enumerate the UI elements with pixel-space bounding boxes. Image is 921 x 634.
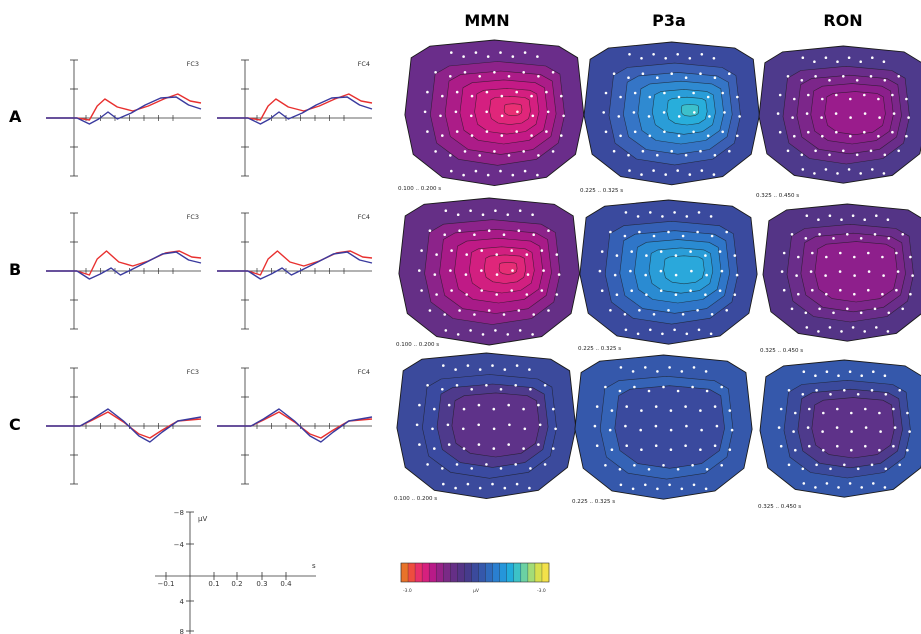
- erp-trace-red: [217, 93, 373, 121]
- colorbar-swatch: [485, 563, 493, 582]
- header-mmn: MMN: [464, 11, 509, 30]
- window-a-p3a: 0.225 .. 0.325 s: [580, 188, 623, 194]
- colorbar-min-label: -3.0: [403, 588, 412, 594]
- window-a-mmn: 0.100 .. 0.200 s: [398, 186, 441, 192]
- colorbar-max-label: -3.0: [537, 588, 546, 594]
- topo-map: [574, 354, 753, 500]
- topo-map: [762, 203, 921, 342]
- erp-trace-blue: [217, 251, 373, 280]
- topo-map: [758, 45, 921, 184]
- topo-map: [404, 39, 585, 187]
- scale-y-tick-8: 8: [180, 628, 184, 634]
- erp-trace-blue: [46, 251, 202, 280]
- topo-maps: [396, 39, 921, 500]
- electrode-label: FC4: [358, 368, 370, 376]
- time-window-labels: 0.100 .. 0.200 s 0.225 .. 0.325 s 0.325 …: [394, 186, 803, 510]
- header-p3a: P3a: [652, 11, 686, 30]
- electrode-label: FC4: [358, 60, 370, 68]
- erp-trace-blue: [46, 408, 202, 443]
- colorbar-swatch: [541, 563, 550, 582]
- row-label-b: B: [9, 260, 21, 279]
- colorbar-swatch: [457, 563, 465, 582]
- erp-panel: FC4: [217, 367, 373, 485]
- erp-panels: FC3 FC4 FC3 FC4 FC3 FC4: [46, 59, 373, 485]
- scale-x-tick-01: 0.1: [208, 580, 219, 588]
- colorbar-swatch: [506, 563, 515, 582]
- electrode-label: FC4: [358, 213, 370, 221]
- erp-trace-red: [46, 411, 202, 439]
- row-labels: A B C: [9, 107, 22, 434]
- header-ron: RON: [823, 11, 862, 30]
- colorbar-swatch: [471, 563, 479, 582]
- colorbar-swatch: [429, 563, 437, 582]
- colorbar: -3.0 µV -3.0: [400, 562, 550, 594]
- scale-y-tick-neg4: −4: [174, 541, 185, 549]
- scale-x-tick-04: 0.4: [280, 580, 292, 588]
- erp-panel: FC3: [46, 212, 202, 330]
- colorbar-unit-label: µV: [473, 588, 480, 594]
- electrode-label: FC3: [187, 368, 199, 376]
- colorbar-swatch: [401, 563, 409, 582]
- window-b-mmn: 0.100 .. 0.200 s: [396, 342, 439, 348]
- erp-trace-blue: [217, 408, 373, 443]
- topo-map: [759, 359, 921, 498]
- erp-trace-red: [46, 93, 202, 121]
- colorbar-swatches: [400, 563, 550, 582]
- window-b-p3a: 0.225 .. 0.325 s: [578, 346, 621, 352]
- scale-x-tick-03: 0.3: [256, 580, 267, 588]
- colorbar-swatch: [436, 563, 444, 582]
- scale-y-tick-neg8: −8: [174, 509, 184, 517]
- erp-panel: FC4: [217, 59, 373, 177]
- erp-trace-red: [217, 411, 373, 439]
- erp-trace-red: [217, 250, 373, 276]
- erp-trace-red: [46, 250, 202, 276]
- erp-panel: FC3: [46, 367, 202, 485]
- window-c-mmn: 0.100 .. 0.200 s: [394, 496, 437, 502]
- colorbar-swatch: [527, 563, 536, 582]
- column-headers: MMN P3a RON: [464, 11, 862, 30]
- erp-panel: FC4: [217, 212, 373, 330]
- electrode-label: FC3: [187, 213, 199, 221]
- colorbar-swatch: [534, 563, 543, 582]
- erp-panel: FC3: [46, 59, 202, 177]
- colorbar-swatch: [478, 563, 486, 582]
- colorbar-swatch: [520, 563, 529, 582]
- colorbar-swatch: [464, 563, 472, 582]
- colorbar-swatch: [492, 563, 500, 582]
- scale-legend: −8 −4 4 8 µV s −0.1 0.1 0.2 0.3 0.4: [155, 509, 316, 634]
- colorbar-swatch: [408, 563, 416, 582]
- colorbar-swatch: [450, 563, 458, 582]
- topo-map: [579, 199, 758, 345]
- window-a-ron: 0.325 .. 0.450 s: [756, 193, 799, 199]
- row-label-a: A: [9, 107, 22, 126]
- colorbar-swatch: [422, 563, 430, 582]
- window-c-p3a: 0.225 .. 0.325 s: [572, 499, 615, 505]
- topo-map: [396, 352, 577, 500]
- colorbar-swatch: [499, 563, 508, 582]
- scale-unit-label: µV: [198, 515, 207, 523]
- scale-time-label: s: [312, 562, 316, 570]
- erp-trace-blue: [217, 96, 373, 125]
- colorbar-swatch: [443, 563, 451, 582]
- erp-trace-blue: [46, 96, 202, 125]
- window-c-ron: 0.325 .. 0.450 s: [758, 504, 801, 510]
- colorbar-swatch: [415, 563, 423, 582]
- topo-map: [398, 197, 580, 346]
- row-label-c: C: [9, 415, 21, 434]
- scale-y-tick-4: 4: [180, 598, 185, 606]
- window-b-ron: 0.325 .. 0.450 s: [760, 348, 803, 354]
- scale-x-tick-02: 0.2: [231, 580, 242, 588]
- colorbar-swatch: [513, 563, 522, 582]
- electrode-label: FC3: [187, 60, 199, 68]
- scale-x-tick-neg01: −0.1: [158, 580, 175, 588]
- topo-map: [583, 41, 760, 186]
